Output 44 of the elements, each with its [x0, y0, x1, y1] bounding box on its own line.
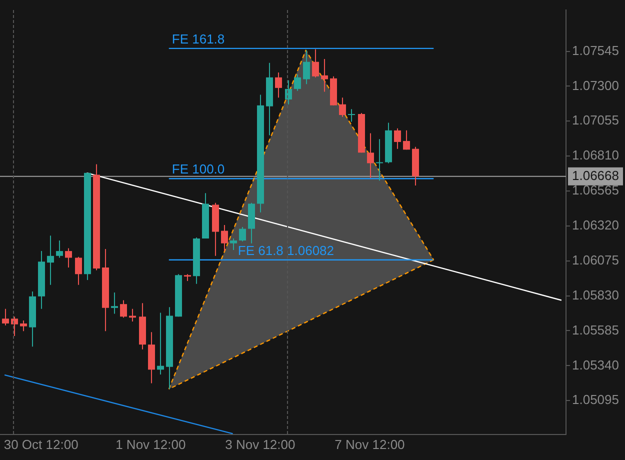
- candlestick: [2, 308, 9, 326]
- candlestick: [120, 300, 127, 318]
- candlestick: [239, 226, 246, 242]
- candlestick: [367, 132, 374, 178]
- series-label: FE 161.8: [172, 32, 225, 47]
- y-tick-label: 1.05340: [572, 357, 620, 372]
- candlestick: [221, 224, 228, 252]
- y-tick-label: 1.07055: [572, 112, 620, 128]
- x-tick-label: 30 Oct 12:00: [4, 436, 78, 452]
- y-tick-label: 1.06565: [572, 182, 620, 198]
- candlestick: [339, 97, 346, 118]
- candlestick: [65, 248, 72, 268]
- series-label: FE 61.8 1.06082: [238, 242, 334, 258]
- x-tick-label: 1 Nov 12:00: [116, 436, 186, 452]
- candlestick: [111, 292, 118, 314]
- ref-line-label: 1.06668: [572, 168, 620, 183]
- candlestick: [275, 72, 282, 98]
- candlestick: [312, 48, 319, 78]
- y-tick-label: 1.07300: [572, 78, 620, 93]
- y-tick-label: 1.05830: [572, 287, 620, 302]
- x-tick-label: 3 Nov 12:00: [225, 436, 296, 452]
- candlestick: [157, 312, 164, 376]
- candlestick: [285, 80, 292, 105]
- y-tick-label: 1.07545: [572, 42, 620, 58]
- candlestick: [20, 320, 27, 332]
- y-tick-label: 1.06075: [572, 252, 620, 268]
- candlestick: [321, 58, 328, 92]
- candlestick: [403, 130, 410, 150]
- candlestick: [294, 74, 301, 92]
- candlestick: [75, 256, 82, 286]
- y-tick-label: 1.06810: [572, 148, 620, 163]
- candlestick: [394, 128, 401, 150]
- candlestick: [376, 138, 383, 182]
- candlestick: [230, 238, 237, 251]
- x-tick-label: 7 Nov 12:00: [334, 436, 405, 452]
- candlestick: [11, 316, 18, 337]
- y-tick-label: 1.05585: [572, 322, 620, 338]
- series-label: FE 100.0: [172, 162, 225, 177]
- candlestick: [303, 50, 310, 85]
- candlestick: [47, 235, 54, 286]
- y-tick-label: 1.06320: [572, 218, 620, 233]
- candlestick: [56, 240, 63, 258]
- y-tick-label: 1.05095: [572, 392, 620, 408]
- candlestick: [348, 108, 355, 122]
